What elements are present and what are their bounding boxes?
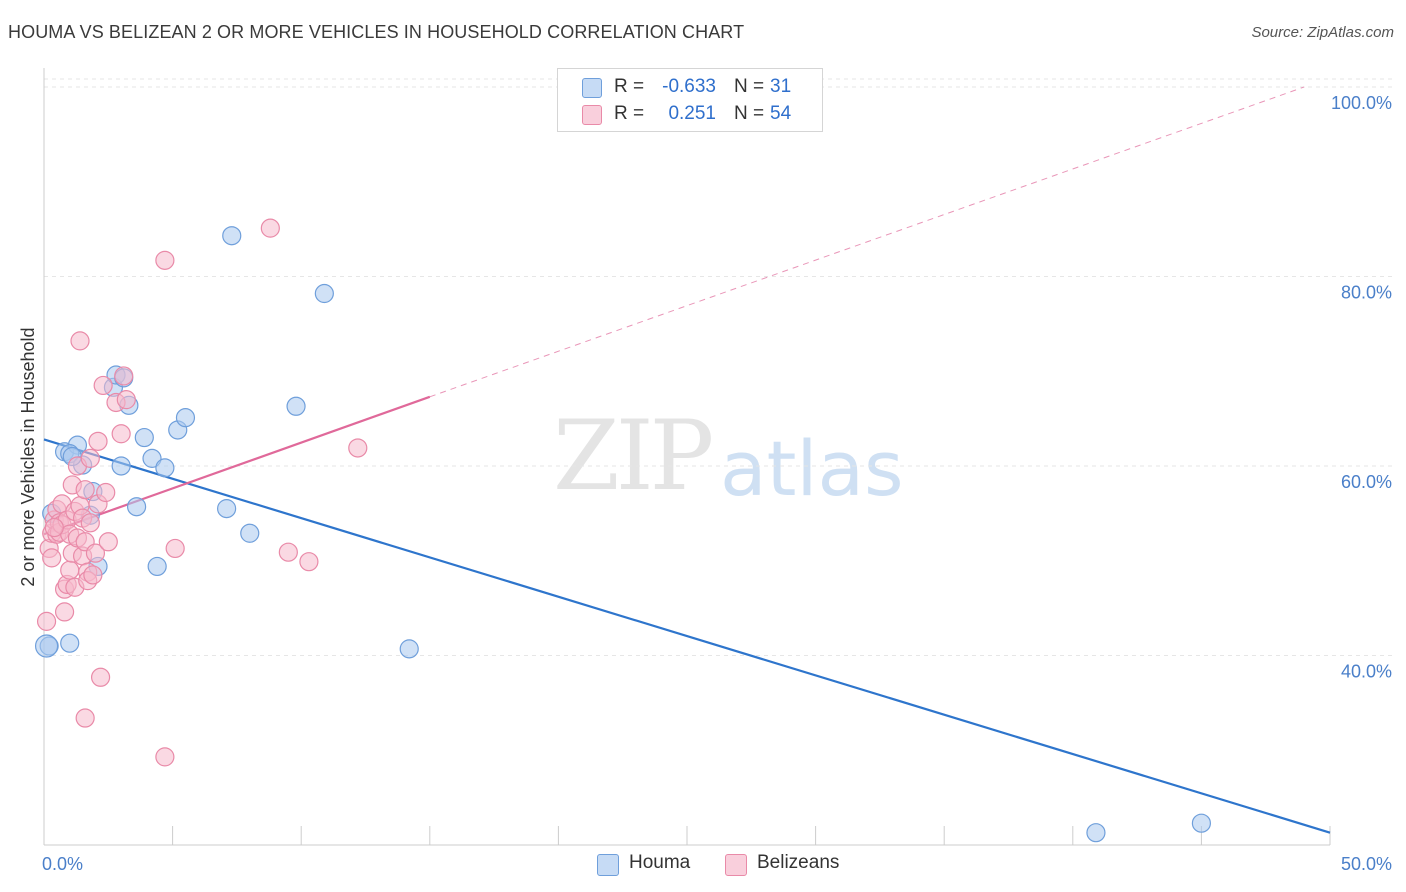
belizean-point xyxy=(75,480,95,500)
legend-r-value: 0.251 xyxy=(668,103,716,124)
y-tick-label: 80.0% xyxy=(1341,282,1392,302)
belizean-point xyxy=(44,517,64,538)
houma-point xyxy=(126,497,147,517)
x-tick-label-max: 50.0% xyxy=(1341,854,1392,874)
trend-lines xyxy=(43,86,1331,834)
legend-n-value: 54 xyxy=(770,103,792,124)
belizean-point xyxy=(88,431,108,451)
belizean-point xyxy=(98,532,118,552)
belizeans-legend-label: Belizeans xyxy=(757,852,840,873)
belizean-point xyxy=(54,602,75,622)
houma-point xyxy=(155,458,175,478)
houma-point xyxy=(399,639,419,659)
houma-point xyxy=(111,456,131,476)
houma-point xyxy=(217,499,237,519)
legend-n-label: N = xyxy=(734,76,765,97)
belizean-point xyxy=(80,513,100,533)
houma-legend-label: Houma xyxy=(629,852,691,873)
belizean-point xyxy=(155,250,175,270)
belizean-point xyxy=(93,375,113,396)
houma-point xyxy=(60,633,80,653)
houma-point xyxy=(34,634,59,658)
houma-point xyxy=(286,396,306,416)
belizean-point xyxy=(36,611,57,631)
houma-point xyxy=(175,408,196,428)
belizean-point xyxy=(70,331,90,351)
chart-title: HOUMA VS BELIZEAN 2 OR MORE VEHICLES IN … xyxy=(8,22,745,42)
legend-r-label: R = xyxy=(614,103,645,124)
belizean-point xyxy=(116,390,136,410)
belizean-point xyxy=(42,548,62,568)
x-axis-ticks xyxy=(43,826,1331,845)
belizean-point xyxy=(75,708,95,728)
legend-row-houma: R = -0.633 N = 31 xyxy=(558,75,822,101)
belizeans-legend-swatch xyxy=(725,854,747,876)
correlation-legend: R = -0.633 N = 31 R = 0.251 N = 54 xyxy=(557,68,823,132)
y-tick-label: 100.0% xyxy=(1331,93,1392,113)
belizean-point xyxy=(260,218,280,238)
houma-point xyxy=(240,523,260,543)
belizean-point xyxy=(114,366,134,386)
y-axis-label: 2 or more Vehicles in Household xyxy=(18,327,38,586)
houma-swatch xyxy=(582,78,602,98)
watermark-zip: ZIP xyxy=(553,400,714,512)
belizean-trend-extension xyxy=(429,86,1305,398)
belizean-point xyxy=(155,747,175,767)
belizean-point xyxy=(165,538,185,559)
y-tick-label: 60.0% xyxy=(1341,472,1392,492)
legend-row-belizeans: R = 0.251 N = 54 xyxy=(558,102,822,128)
belizean-point xyxy=(85,543,106,563)
houma-point xyxy=(134,427,154,448)
houma-point xyxy=(1086,823,1106,843)
belizean-point xyxy=(299,552,319,572)
belizean-point xyxy=(80,448,100,468)
y-axis-tick-labels: 40.0% 60.0% 80.0% 100.0% xyxy=(1331,93,1392,682)
belizeans-swatch xyxy=(582,105,602,125)
houma-point xyxy=(314,283,334,304)
belizean-point xyxy=(111,424,131,444)
houma-point xyxy=(1191,813,1212,833)
x-tick-label-min: 0.0% xyxy=(42,854,83,874)
houma-trend-line xyxy=(43,438,1331,834)
belizean-point xyxy=(60,560,80,580)
belizean-point xyxy=(278,542,298,562)
belizean-point xyxy=(348,438,368,458)
houma-legend-swatch xyxy=(597,854,619,876)
houma-point xyxy=(147,556,167,577)
y-tick-label: 40.0% xyxy=(1341,661,1392,681)
legend-r-label: R = xyxy=(614,76,645,97)
belizean-point xyxy=(83,565,103,585)
belizean-trend-line xyxy=(43,395,431,536)
legend-r-value: -0.633 xyxy=(662,76,716,97)
belizean-point xyxy=(96,482,116,503)
houma-point xyxy=(142,448,162,468)
legend-n-label: N = xyxy=(734,103,765,124)
belizean-point xyxy=(90,667,111,687)
data-points xyxy=(34,218,1212,843)
legend-n-value: 31 xyxy=(770,76,792,97)
houma-point xyxy=(222,226,242,246)
source-label: Source: ZipAtlas.com xyxy=(1251,24,1394,41)
watermark-atlas: atlas xyxy=(720,424,904,513)
gridlines xyxy=(44,78,1392,656)
